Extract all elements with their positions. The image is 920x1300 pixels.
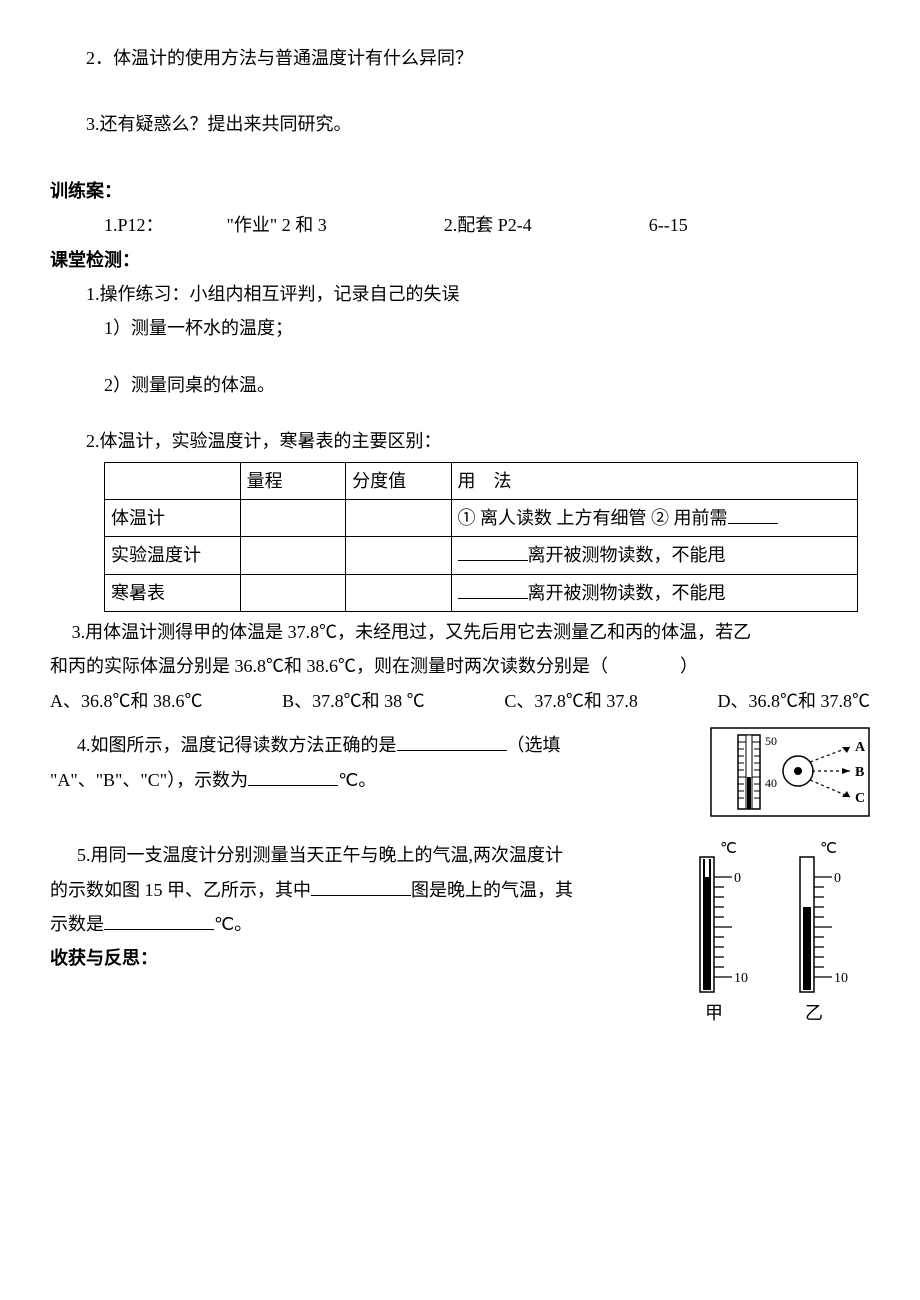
fig5a-tick0: 0 [734,871,741,886]
training-d: 6--15 [649,215,688,235]
r1c0: 实验温度计 [105,537,241,574]
ct5l2b: 图是晚上的气温，其 [411,880,573,900]
fig5-unit-b: ℃ [820,841,837,857]
ct5l1a: 5.用同一支温度计分别测量当天正午与晚上的气温,两次温度计 [77,845,563,865]
opt-d[interactable]: D、36.8℃和 37.8℃ [718,685,871,717]
ct4a: 4.如图所示，温度记得读数方法正确的是 [77,735,397,755]
r1c3: 离开被测物读数，不能甩 [451,537,858,574]
q3-text: 3.还有疑惑么？提出来共同研究。 [50,108,870,140]
training-c: 2.配套 P2-4 [444,215,532,235]
ct1a: 1）测量一杯水的温度； [50,312,870,344]
fill-blank[interactable] [458,581,528,599]
r0c1 [240,499,345,536]
table-row: 寒暑表 离开被测物读数，不能甩 [105,574,858,611]
r2c3t: 离开被测物读数，不能甩 [528,583,726,603]
r2c1 [240,574,345,611]
fig4-label-a: A [855,740,866,755]
fig5-unit-a: ℃ [720,841,737,857]
r1c2 [346,537,451,574]
r1c1 [240,537,345,574]
reflection-title: 收获与反思： [50,942,658,974]
r2c3: 离开被测物读数，不能甩 [451,574,858,611]
r2c0: 寒暑表 [105,574,241,611]
th1: 量程 [240,462,345,499]
comparison-table: 量程 分度值 用 法 体温计 ① 离人读数 上方有细管 ② 用前需 实验温度计 … [104,462,858,613]
ct3-line2: 和丙的实际体温分别是 36.8℃和 38.6℃，则在测量时两次读数分别是（ ） [50,650,870,682]
r0c3b: 离人读数 上方有细管 ② 用前需 [480,508,728,528]
ct4-line2: "A"、"B"、"C"），示数为 ℃。 [50,764,698,796]
fill-blank[interactable] [397,733,507,751]
ct4d: ℃。 [338,770,376,790]
fill-blank[interactable] [458,543,528,561]
training-line: 1.P12： "作业" 2 和 3 2.配套 P2-4 6--15 [50,209,870,241]
fig5b-tick0: 0 [834,871,841,886]
ct5l2a: 的示数如图 15 甲、乙所示，其中 [50,880,311,900]
ct5l3b: ℃。 [214,914,252,934]
fig5a-tick10: 10 [734,971,748,986]
th0 [105,462,241,499]
fig5-label-a: 甲 [705,1003,723,1023]
ct5l3a: 示数是 [50,914,104,934]
fig4-label-c: C [855,791,865,806]
table-header-row: 量程 分度值 用 法 [105,462,858,499]
th3: 用 法 [451,462,858,499]
training-a: 1.P12： [104,215,164,235]
ct1b: 2）测量同桌的体温。 [50,369,870,401]
ct4-line: 4.如图所示，温度记得读数方法正确的是 （选填 [50,729,698,761]
ct1: 1.操作练习：小组内相互评判，记录自己的失误 [50,278,870,310]
ct2: 2.体温计，实验温度计，寒暑表的主要区别： [50,425,870,457]
th2: 分度值 [346,462,451,499]
r2c2 [346,574,451,611]
fig4-bottom-label: 40 [765,776,777,790]
table-row: 实验温度计 离开被测物读数，不能甩 [105,537,858,574]
fig5b-tick10: 10 [834,971,848,986]
training-title: 训练案： [50,175,870,207]
r0c2 [346,499,451,536]
opt-a[interactable]: A、36.8℃和 38.6℃ [50,685,203,717]
ct4c: "A"、"B"、"C"），示数为 [50,770,248,790]
r0c3a: ① [458,508,481,528]
figure-q5: ℃ 0 10 [670,837,870,1027]
fill-blank[interactable] [728,506,778,524]
class-test-title: 课堂检测： [50,244,870,276]
fill-blank[interactable] [248,768,338,786]
training-b: "作业" 2 和 3 [227,215,327,235]
q2-text: 2．体温计的使用方法与普通温度计有什么异同？ [50,42,870,74]
fig4-label-b: B [855,765,864,780]
ct5-line3: 示数是 ℃。 [50,908,658,940]
ct5-line2: 的示数如图 15 甲、乙所示，其中 图是晚上的气温，其 [50,874,658,906]
r0c0: 体温计 [105,499,241,536]
figure-q4: 50 40 A B C [710,727,870,817]
ct3-options: A、36.8℃和 38.6℃ B、37.8℃和 38 ℃ C、37.8℃和 37… [50,685,870,717]
fig5-label-b: 乙 [805,1003,823,1023]
ct3-line1: 3.用体温计测得甲的体温是 37.8℃，未经甩过，又先后用它去测量乙和丙的体温，… [50,616,870,648]
opt-b[interactable]: B、37.8℃和 38 ℃ [282,685,425,717]
r0c3: ① 离人读数 上方有细管 ② 用前需 [451,499,858,536]
table-row: 体温计 ① 离人读数 上方有细管 ② 用前需 [105,499,858,536]
fill-blank[interactable] [311,878,411,896]
ct4b: （选填 [507,735,561,755]
fill-blank[interactable] [104,912,214,930]
r1c3t: 离开被测物读数，不能甩 [528,545,726,565]
fig4-top-label: 50 [765,734,777,748]
opt-c[interactable]: C、37.8℃和 37.8 [504,685,638,717]
ct5-line1: 5.用同一支温度计分别测量当天正午与晚上的气温,两次温度计 [50,839,658,871]
